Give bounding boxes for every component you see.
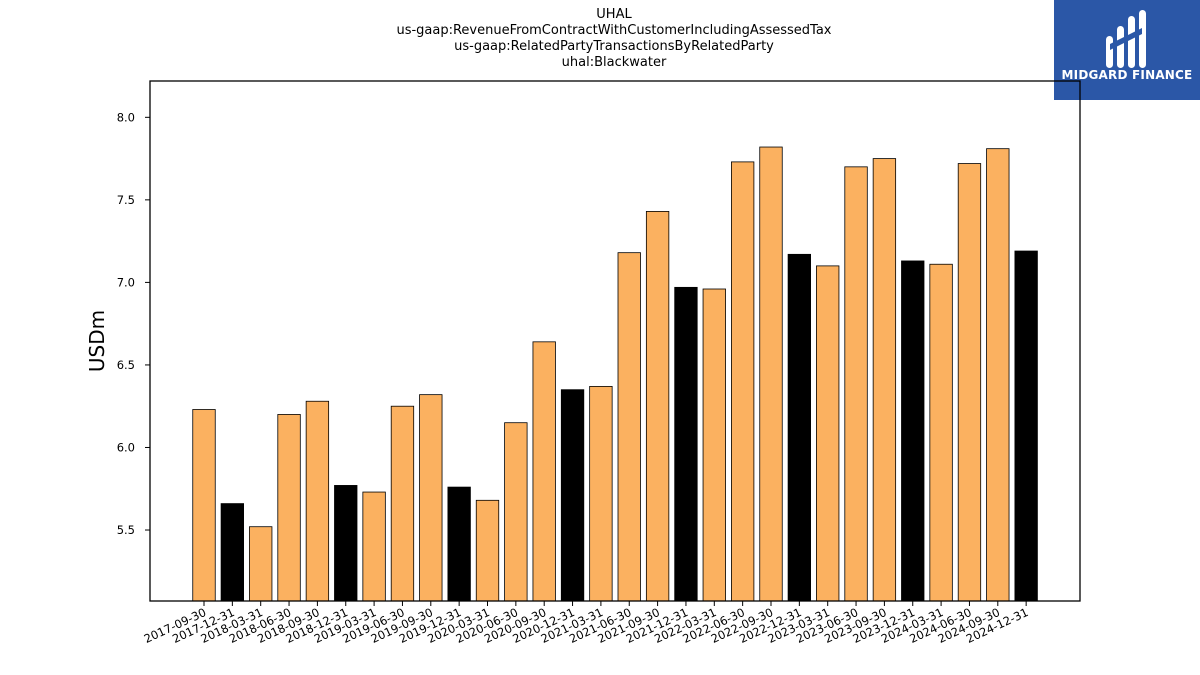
chart-title: UHAL us-gaap:RevenueFromContractWithCust… (264, 7, 964, 71)
x-axis: 2017-09-302017-12-312018-03-312018-06-30… (142, 601, 1030, 646)
logo-text: MIDGARD FINANCE (1061, 68, 1193, 82)
bar-2020-06-30 (504, 422, 528, 602)
bar-2023-09-30 (872, 158, 897, 602)
y-tick-label: 6.0 (117, 440, 135, 454)
plot-frame (149, 80, 1081, 602)
bar-2022-06-30 (731, 161, 755, 602)
bar-2020-03-31 (475, 499, 500, 602)
bar-2018-09-30 (305, 400, 330, 602)
bar-2018-06-30 (277, 414, 301, 602)
y-tick-label: 7.5 (117, 193, 135, 207)
y-tick-label: 5.5 (117, 523, 135, 537)
title-line-axis: us-gaap:RelatedPartyTransactionsByRelate… (454, 39, 774, 54)
title-line-company: UHAL (596, 7, 632, 22)
bar-2019-06-30 (390, 405, 415, 602)
y-tick-label: 8.0 (117, 110, 135, 124)
bar-2019-12-31 (447, 486, 471, 602)
bar-2019-09-30 (419, 394, 443, 602)
bar-2018-12-31 (334, 485, 358, 602)
bar-2023-03-31 (816, 265, 840, 602)
y-axis-label: USDm (85, 310, 109, 372)
bar-2023-12-31 (901, 260, 925, 602)
bar-2021-06-30 (617, 252, 641, 602)
bar-2020-09-30 (532, 341, 556, 602)
bar-2024-09-30 (986, 148, 1010, 602)
bar-2020-12-31 (560, 389, 585, 602)
bar-2024-06-30 (957, 163, 982, 602)
bar-2022-03-31 (702, 288, 726, 602)
bar-2017-09-30 (192, 409, 216, 602)
title-line-concept: us-gaap:RevenueFromContractWithCustomerI… (396, 23, 832, 38)
bar-2018-03-31 (249, 526, 273, 602)
bar-2022-12-31 (787, 253, 811, 602)
bar-2022-09-30 (759, 146, 783, 602)
y-axis: 5.5 6.0 6.5 7.0 7.5 8.0 (117, 110, 150, 537)
bar-2021-09-30 (645, 211, 670, 602)
bars-group (192, 146, 1038, 602)
title-line-member: uhal:Blackwater (561, 55, 667, 70)
y-tick-label: 7.0 (117, 275, 135, 289)
bar-2019-03-31 (362, 491, 386, 602)
brand-logo: MIDGARD FINANCE (1054, 0, 1200, 100)
bar-2017-12-31 (220, 503, 245, 602)
bar-2021-12-31 (674, 286, 698, 602)
bar-2024-03-31 (929, 263, 953, 602)
bar-2024-12-31 (1014, 250, 1038, 602)
bar-2023-06-30 (844, 166, 868, 602)
bar-2021-03-31 (589, 385, 613, 602)
logo-mark-icon (1106, 10, 1146, 68)
y-tick-label: 6.5 (117, 358, 135, 372)
